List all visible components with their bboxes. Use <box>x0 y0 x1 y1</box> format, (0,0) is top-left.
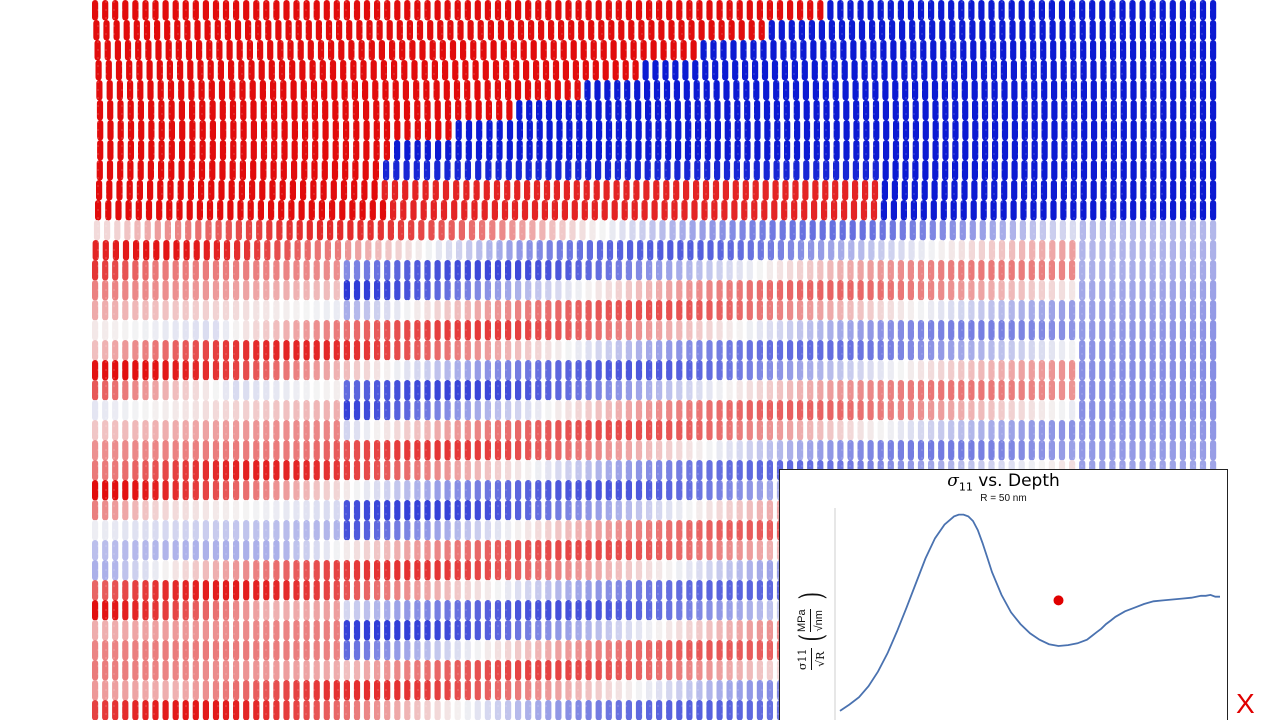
ylabel-numerator: σ11 <box>796 648 809 670</box>
title-text: vs. Depth <box>978 471 1060 491</box>
ylabel-denominator: √R <box>814 651 827 667</box>
chart-title: σ11 vs. Depth <box>780 471 1227 493</box>
title-symbol: σ <box>947 471 959 491</box>
close-mark[interactable]: X <box>1236 688 1255 719</box>
title-subscript: 11 <box>958 480 973 494</box>
chart-canvas <box>834 508 1220 720</box>
ylabel-unit-denominator: √nm <box>813 610 825 632</box>
series-line <box>839 513 1220 712</box>
chart-subtitle: R = 50 nm <box>980 493 1027 504</box>
ylabel-unit-numerator: MPa <box>796 609 808 632</box>
y-axis-label: σ11 √R ( MPa √nm ) <box>792 592 830 670</box>
current-depth-marker <box>1053 595 1064 606</box>
stress-depth-chart: σ11 vs. Depth R = 50 nm σ11 √R ( MPa √nm… <box>779 469 1228 720</box>
